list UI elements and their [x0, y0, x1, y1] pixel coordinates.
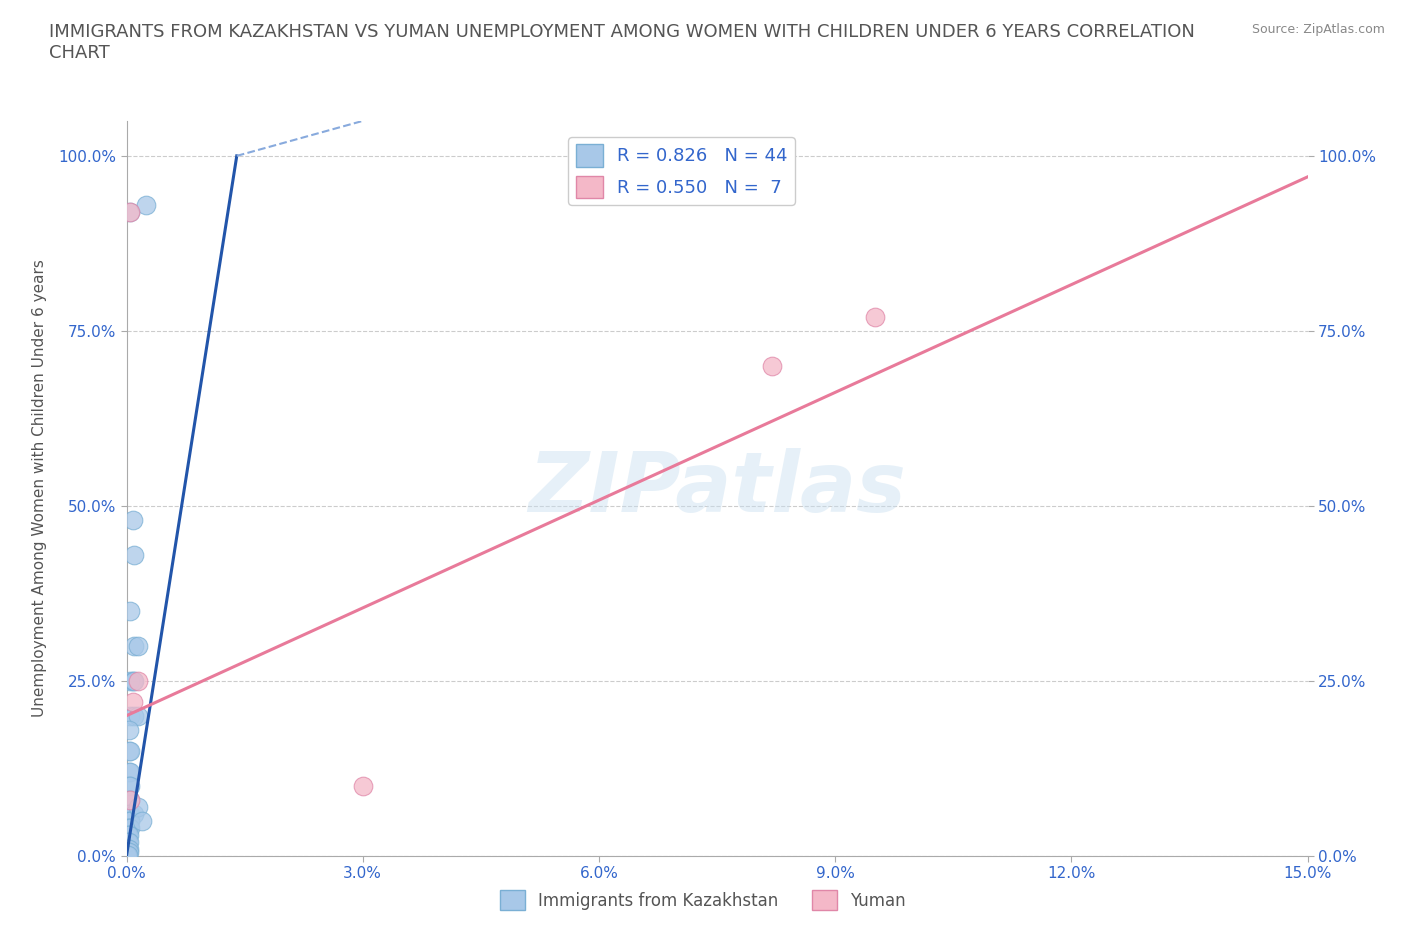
Point [124, 638, 146, 653]
Point [118, 820, 141, 835]
Point [118, 778, 141, 793]
Point [120, 205, 142, 219]
Point [124, 547, 146, 562]
Point [121, 694, 143, 709]
Y-axis label: Unemployment Among Women with Children Under 6 years: Unemployment Among Women with Children U… [32, 259, 46, 717]
Point [117, 847, 139, 862]
Point [124, 806, 146, 821]
Point [120, 673, 142, 688]
Point [127, 673, 149, 688]
Point [120, 813, 142, 828]
Point [127, 638, 149, 653]
Point [118, 834, 141, 849]
Point [120, 709, 142, 724]
Point [118, 723, 141, 737]
Point [118, 792, 141, 807]
Point [117, 820, 139, 835]
Point [127, 799, 149, 814]
Point [117, 847, 139, 862]
Point [352, 778, 374, 793]
Point [761, 358, 783, 373]
Point [120, 764, 142, 779]
Point [118, 813, 141, 828]
Point [117, 844, 139, 859]
Legend: Immigrants from Kazakhstan, Yuman: Immigrants from Kazakhstan, Yuman [494, 884, 912, 917]
Point [120, 792, 142, 807]
Point [120, 778, 142, 793]
Text: ZIPatlas: ZIPatlas [529, 447, 905, 529]
Text: Source: ZipAtlas.com: Source: ZipAtlas.com [1251, 23, 1385, 36]
Point [117, 841, 139, 856]
Legend: R = 0.826   N = 44, R = 0.550   N =  7: R = 0.826 N = 44, R = 0.550 N = 7 [568, 138, 794, 205]
Point [120, 792, 142, 807]
Point [135, 197, 157, 212]
Point [127, 709, 149, 724]
Point [120, 604, 142, 618]
Point [118, 844, 141, 859]
Point [120, 806, 142, 821]
Point [117, 834, 139, 849]
Point [117, 827, 139, 842]
Point [120, 820, 142, 835]
Point [863, 310, 886, 325]
Point [131, 813, 153, 828]
Point [120, 743, 142, 758]
Point [121, 673, 143, 688]
Point [124, 673, 146, 688]
Point [118, 827, 141, 842]
Point [117, 844, 139, 859]
Point [118, 841, 141, 856]
Point [118, 806, 141, 821]
Point [117, 841, 139, 856]
Point [118, 764, 141, 779]
Point [118, 743, 141, 758]
Text: IMMIGRANTS FROM KAZAKHSTAN VS YUMAN UNEMPLOYMENT AMONG WOMEN WITH CHILDREN UNDER: IMMIGRANTS FROM KAZAKHSTAN VS YUMAN UNEM… [49, 23, 1195, 62]
Point [121, 512, 143, 527]
Point [120, 205, 142, 219]
Point [124, 709, 146, 724]
